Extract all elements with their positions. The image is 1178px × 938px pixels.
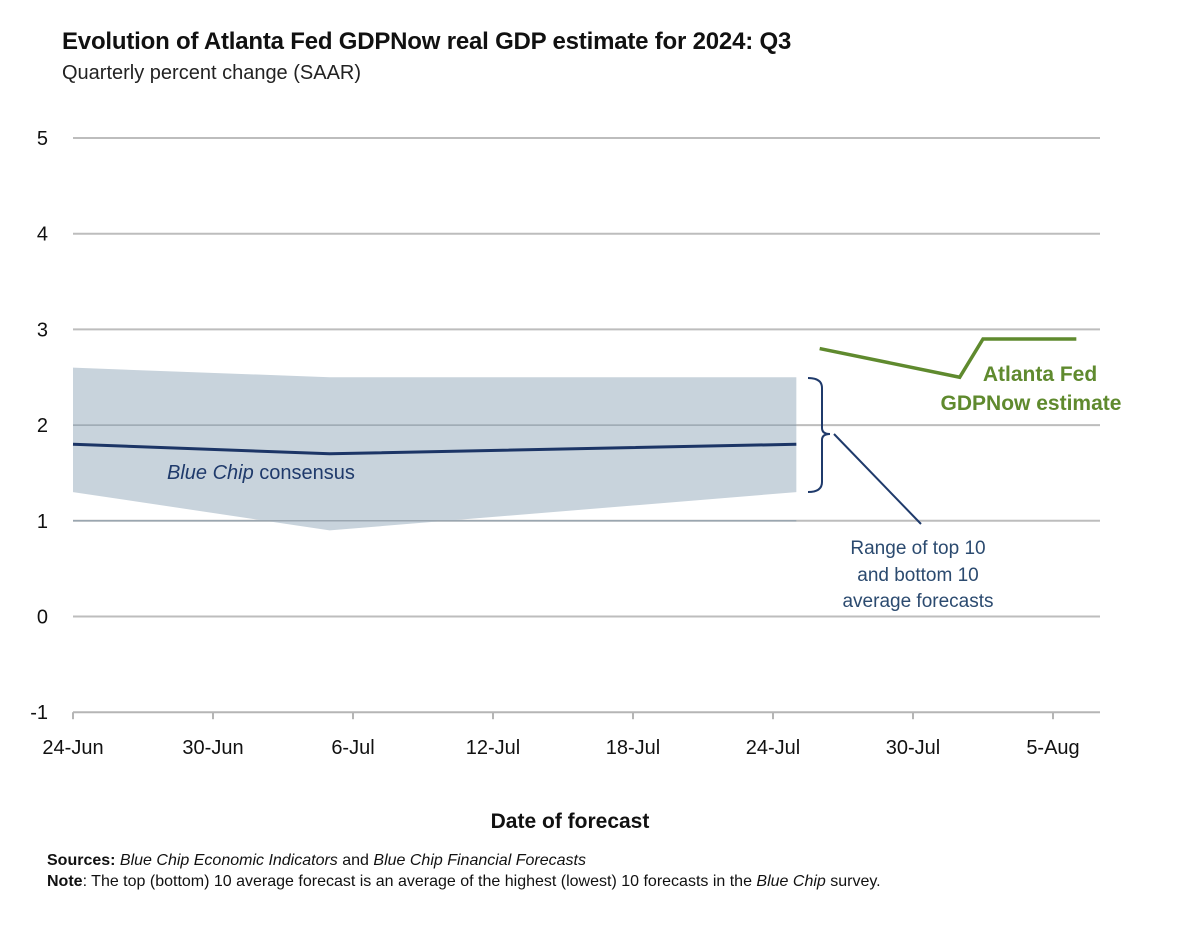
y-tick-label: 5 bbox=[37, 128, 48, 150]
note-text: : The top (bottom) 10 average forecast i… bbox=[82, 873, 757, 890]
gdpnow-line bbox=[819, 337, 1077, 380]
consensus-line bbox=[72, 442, 797, 456]
consensus-label: Blue Chip consensus bbox=[167, 462, 355, 484]
gdpnow-label-line-1: Atlanta Fed bbox=[983, 363, 1097, 386]
consensus-label-italic: Blue Chip bbox=[167, 462, 254, 484]
forecast-range-band bbox=[73, 367, 797, 531]
sources-and: and bbox=[337, 852, 374, 869]
source-1: Blue Chip Economic Indicators bbox=[119, 852, 338, 869]
y-tick-label: 4 bbox=[37, 224, 48, 246]
y-tick-label: 1 bbox=[37, 511, 48, 533]
y-tick-label: -1 bbox=[30, 702, 48, 724]
annotations: Blue Chip consensus Atlanta Fed GDPNow e… bbox=[167, 363, 1121, 612]
range-bracket bbox=[807, 377, 831, 493]
series-lines bbox=[72, 337, 1077, 456]
x-tick-label: 30-Jul bbox=[886, 737, 940, 759]
y-tick-label: 0 bbox=[37, 607, 48, 629]
range-label-line-3: average forecasts bbox=[842, 591, 993, 612]
range-label-line-2: and bottom 10 bbox=[857, 565, 978, 586]
note-italic: Blue Chip bbox=[756, 873, 826, 890]
source-2: Blue Chip Financial Forecasts bbox=[373, 852, 586, 869]
chart-subtitle: Quarterly percent change (SAAR) bbox=[62, 62, 362, 84]
x-tick-label: 12-Jul bbox=[466, 737, 520, 759]
sources-label: Sources: bbox=[47, 852, 116, 869]
y-tick-label: 3 bbox=[37, 319, 48, 341]
note-end: survey. bbox=[825, 873, 881, 890]
x-axis: 24-Jun 30-Jun 6-Jul 12-Jul 18-Jul 24-Jul 30-Ju… bbox=[42, 711, 1100, 759]
y-tick-label: 2 bbox=[37, 415, 48, 437]
sources-line: Sources: Blue Chip Economic Indicators a… bbox=[47, 850, 1127, 871]
range-leader-line bbox=[833, 433, 922, 525]
footnotes: Sources: Blue Chip Economic Indicators a… bbox=[47, 850, 1127, 892]
range-band-area bbox=[73, 367, 797, 531]
range-label-line-1: Range of top 10 bbox=[850, 538, 985, 559]
consensus-label-rest: consensus bbox=[254, 462, 355, 484]
x-axis-title: Date of forecast bbox=[490, 810, 650, 833]
x-tick-label: 6-Jul bbox=[331, 737, 374, 759]
x-tick-label: 30-Jun bbox=[182, 737, 243, 759]
note-line: Note: The top (bottom) 10 average foreca… bbox=[47, 871, 1127, 892]
chart-title: Evolution of Atlanta Fed GDPNow real GDP… bbox=[62, 28, 792, 55]
x-tick-label: 5-Aug bbox=[1026, 737, 1079, 759]
note-label: Note bbox=[47, 873, 83, 890]
x-tick-label: 24-Jul bbox=[746, 737, 800, 759]
gridlines-over-band bbox=[73, 424, 797, 522]
x-tick-label: 18-Jul bbox=[606, 737, 660, 759]
x-tick-label: 24-Jun bbox=[42, 737, 103, 759]
y-axis-ticks: 5 4 3 2 1 0 -1 bbox=[30, 128, 48, 724]
gdpnow-label-line-2: GDPNow estimate bbox=[941, 392, 1122, 415]
